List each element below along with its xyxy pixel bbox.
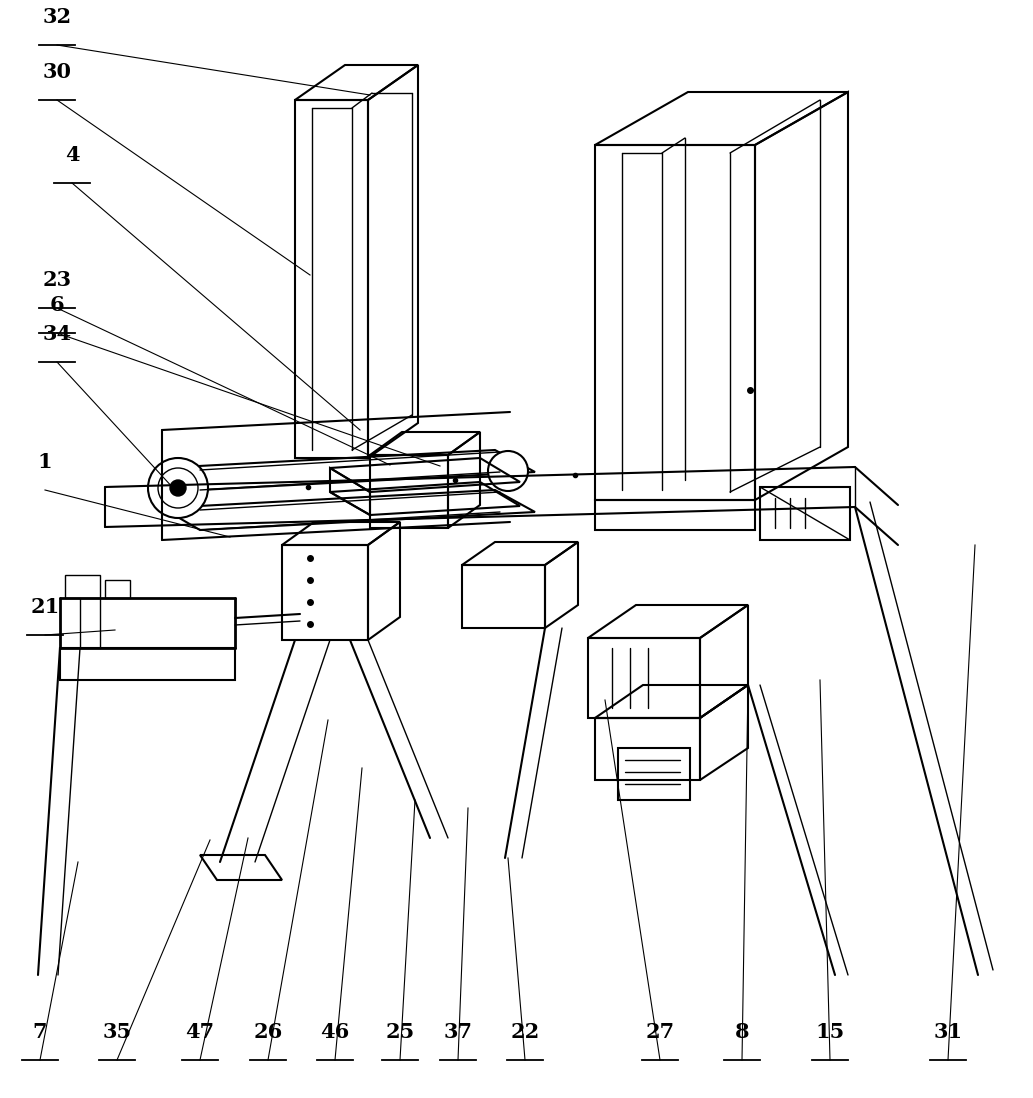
Text: 32: 32 — [42, 7, 71, 27]
Circle shape — [170, 480, 186, 496]
Text: 34: 34 — [42, 324, 71, 344]
Text: 37: 37 — [443, 1022, 472, 1042]
Text: 30: 30 — [42, 61, 71, 82]
Text: 46: 46 — [320, 1022, 349, 1042]
Text: 22: 22 — [510, 1022, 539, 1042]
Text: 8: 8 — [734, 1022, 749, 1042]
Text: 21: 21 — [30, 597, 60, 617]
Circle shape — [488, 451, 528, 491]
Circle shape — [158, 468, 198, 508]
Text: 23: 23 — [42, 270, 71, 290]
Circle shape — [148, 458, 208, 518]
Text: 25: 25 — [385, 1022, 414, 1042]
Text: 31: 31 — [934, 1022, 963, 1042]
Text: 1: 1 — [37, 452, 53, 472]
Text: 4: 4 — [65, 145, 80, 165]
Text: 26: 26 — [253, 1022, 283, 1042]
Text: 47: 47 — [186, 1022, 215, 1042]
Text: 15: 15 — [815, 1022, 845, 1042]
Text: 35: 35 — [102, 1022, 131, 1042]
Text: 6: 6 — [50, 295, 64, 315]
Text: 27: 27 — [646, 1022, 675, 1042]
Text: 7: 7 — [33, 1022, 48, 1042]
